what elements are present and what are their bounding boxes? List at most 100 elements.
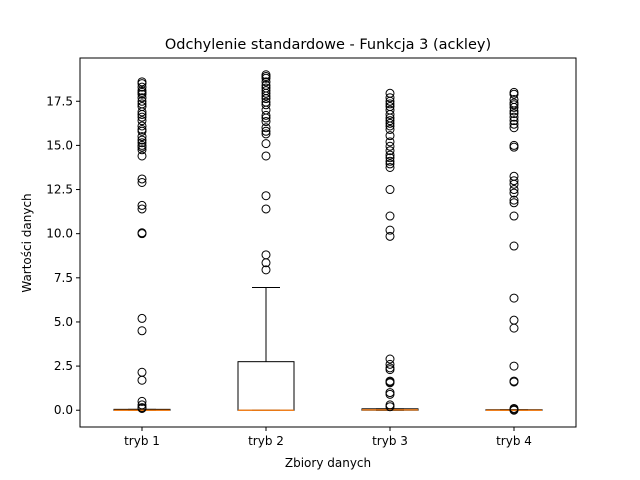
outlier-point [261, 265, 271, 275]
outlier-point [261, 258, 271, 268]
outlier-point [509, 211, 519, 221]
y-tick-label: 17.5 [46, 94, 73, 108]
outlier-point [385, 402, 395, 412]
outlier-point [137, 138, 147, 148]
outlier-point [137, 96, 147, 106]
outlier-point [137, 82, 147, 92]
x-tick-label: tryb 4 [496, 434, 532, 448]
outlier-point [509, 119, 519, 129]
outlier-point [509, 123, 519, 133]
outlier-point [261, 151, 271, 161]
outlier-point [261, 91, 271, 101]
outlier-point [137, 177, 147, 187]
outlier-point [385, 121, 395, 131]
outlier-point [385, 378, 395, 388]
outlier-point [385, 365, 395, 375]
outlier-point [261, 88, 271, 98]
outlier-point [137, 89, 147, 99]
y-axis-label: Wartości danych [20, 193, 34, 292]
outlier-point [137, 132, 147, 142]
outlier-point [261, 73, 271, 83]
outlier-point [385, 137, 395, 147]
axes-frame [79, 57, 577, 428]
outlier-point [137, 126, 147, 136]
outlier-point [509, 241, 519, 251]
outlier-point [261, 129, 271, 139]
outlier-point [509, 361, 519, 371]
box-group-tryb-3 [361, 88, 419, 412]
x-tick-label: tryb 2 [248, 434, 284, 448]
outlier-point [137, 229, 147, 239]
box-group-tryb-4 [485, 87, 543, 415]
outlier-point [137, 142, 147, 152]
outlier-point [385, 141, 395, 151]
outlier-point [137, 204, 147, 214]
outlier-point [509, 106, 519, 116]
outlier-point [261, 100, 271, 110]
y-tick-label: 12.5 [46, 183, 73, 197]
outlier-point [509, 142, 519, 152]
outlier-point [385, 185, 395, 195]
outlier-point [509, 293, 519, 303]
y-tick-label: 7.5 [54, 271, 73, 285]
outlier-point [261, 113, 271, 123]
outlier-point [137, 375, 147, 385]
x-tick-label: tryb 3 [372, 434, 408, 448]
y-tick-label: 0.0 [54, 403, 73, 417]
outlier-point [509, 109, 519, 119]
outlier-point [137, 326, 147, 336]
outlier-point [385, 359, 395, 369]
y-tick-label: 2.5 [54, 359, 73, 373]
outlier-point [385, 354, 395, 364]
outlier-point [385, 118, 395, 128]
outlier-point [261, 191, 271, 201]
outlier-point [261, 123, 271, 133]
outlier-point [137, 121, 147, 131]
outlier-point [509, 116, 519, 126]
outlier-point [385, 225, 395, 235]
outlier-point [385, 153, 395, 163]
outlier-point [509, 323, 519, 333]
outlier-point [509, 100, 519, 110]
outlier-point [261, 110, 271, 120]
outlier-point [137, 313, 147, 323]
outlier-point [137, 400, 147, 410]
outlier-point [385, 389, 395, 399]
outlier-point [137, 396, 147, 406]
box-group-tryb-1 [113, 77, 171, 413]
outlier-point [509, 89, 519, 99]
outlier-point [509, 176, 519, 186]
outlier-point [385, 93, 395, 103]
outlier-point [261, 117, 271, 127]
outlier-point [261, 77, 271, 87]
outlier-point [137, 403, 147, 413]
outlier-point [261, 204, 271, 214]
outlier-point [385, 125, 395, 135]
outlier-point [509, 195, 519, 205]
outlier-point [137, 151, 147, 161]
outlier-point [385, 150, 395, 160]
outlier-point [137, 107, 147, 117]
y-tick-label: 10.0 [46, 227, 73, 241]
outlier-point [509, 102, 519, 112]
outlier-point [385, 99, 395, 109]
outlier-point [509, 188, 519, 198]
outlier-point [137, 135, 147, 145]
outlier-point [137, 116, 147, 126]
outlier-point [137, 93, 147, 103]
outlier-point [261, 126, 271, 136]
outlier-point [385, 156, 395, 166]
outlier-point [385, 109, 395, 119]
x-tick-label: tryb 1 [124, 434, 160, 448]
outlier-point [137, 174, 147, 184]
outlier-point [509, 179, 519, 189]
x-axis-label: Zbiory danych [285, 456, 371, 470]
outlier-point [385, 231, 395, 241]
y-tick-label: 15.0 [46, 138, 73, 152]
y-tick-label: 5.0 [54, 315, 73, 329]
outlier-point [261, 94, 271, 104]
outlier-point [137, 145, 147, 155]
outlier-point [385, 162, 395, 172]
outlier-point [509, 185, 519, 195]
outlier-point [385, 116, 395, 126]
